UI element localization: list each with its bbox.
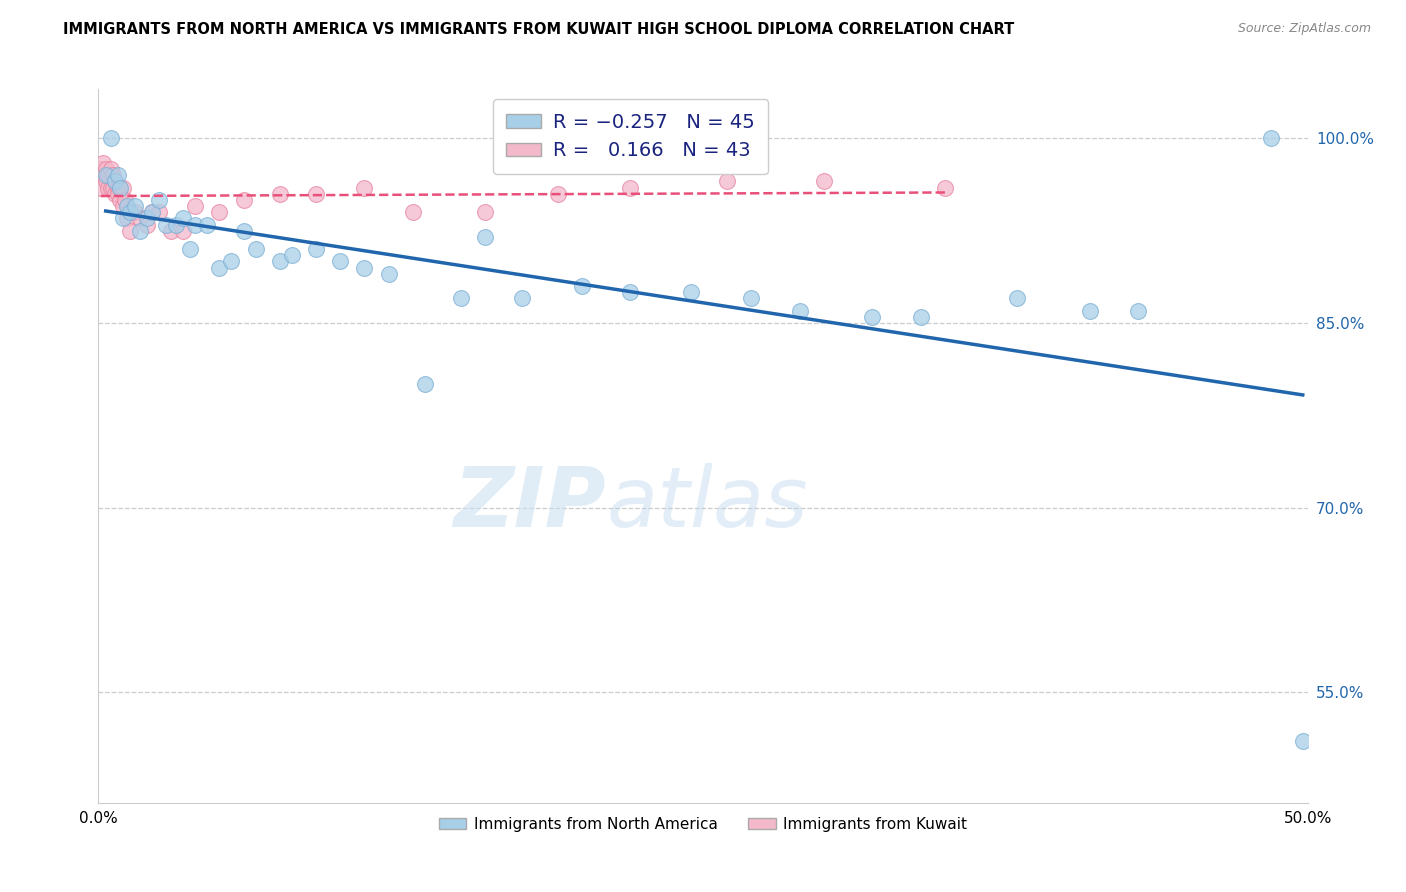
Point: [94, 174, 117, 188]
Point: [1078, 303, 1101, 318]
Point: [165, 218, 187, 232]
Text: atlas: atlas: [606, 463, 808, 543]
Point: [172, 211, 194, 226]
Point: [910, 310, 932, 324]
Point: [111, 180, 134, 194]
Point: [91, 156, 114, 170]
Legend: Immigrants from North America, Immigrants from Kuwait: Immigrants from North America, Immigrant…: [433, 811, 973, 838]
Point: [108, 180, 131, 194]
Point: [813, 174, 835, 188]
Point: [97, 169, 120, 183]
Point: [619, 285, 641, 300]
Point: [108, 180, 131, 194]
Point: [679, 285, 702, 300]
Point: [111, 199, 134, 213]
Point: [100, 162, 122, 177]
Point: [104, 186, 127, 201]
Point: [269, 254, 291, 268]
Point: [118, 224, 141, 238]
Point: [353, 180, 375, 194]
Point: [450, 291, 472, 305]
Point: [474, 230, 496, 244]
Point: [107, 186, 129, 201]
Point: [135, 211, 157, 226]
Point: [305, 242, 328, 256]
Point: [232, 224, 254, 238]
Point: [1292, 734, 1315, 748]
Point: [94, 162, 117, 177]
Point: [208, 205, 231, 219]
Point: [269, 186, 291, 201]
Point: [97, 180, 120, 194]
Point: [100, 131, 122, 145]
Point: [329, 254, 352, 268]
Point: [245, 242, 267, 256]
Point: [179, 242, 201, 256]
Point: [111, 211, 134, 226]
Point: [117, 199, 139, 213]
Point: [155, 218, 177, 232]
Point: [1128, 303, 1150, 318]
Point: [1260, 131, 1282, 145]
Point: [124, 199, 146, 213]
Point: [108, 193, 131, 207]
Point: [474, 205, 496, 219]
Point: [547, 186, 569, 201]
Point: [141, 205, 163, 219]
Text: Source: ZipAtlas.com: Source: ZipAtlas.com: [1237, 22, 1371, 36]
Point: [232, 193, 254, 207]
Text: ZIP: ZIP: [454, 463, 606, 543]
Point: [100, 180, 122, 194]
Point: [510, 291, 533, 305]
Text: IMMIGRANTS FROM NORTH AMERICA VS IMMIGRANTS FROM KUWAIT HIGH SCHOOL DIPLOMA CORR: IMMIGRANTS FROM NORTH AMERICA VS IMMIGRA…: [63, 22, 1015, 37]
Point: [118, 205, 141, 219]
Point: [281, 248, 304, 262]
Point: [377, 267, 399, 281]
Point: [934, 180, 956, 194]
Point: [1007, 291, 1029, 305]
Point: [117, 211, 139, 226]
Point: [101, 180, 124, 194]
Point: [141, 205, 163, 219]
Point: [789, 303, 811, 318]
Point: [124, 205, 146, 219]
Point: [107, 180, 129, 194]
Point: [402, 205, 425, 219]
Point: [160, 224, 183, 238]
Point: [128, 224, 150, 238]
Point: [107, 169, 129, 183]
Point: [571, 279, 593, 293]
Point: [148, 205, 170, 219]
Point: [413, 377, 436, 392]
Point: [128, 211, 150, 226]
Point: [90, 180, 112, 194]
Point: [91, 169, 114, 183]
Point: [860, 310, 883, 324]
Point: [148, 193, 170, 207]
Point: [101, 169, 124, 183]
Point: [353, 260, 375, 275]
Point: [135, 218, 157, 232]
Point: [172, 224, 194, 238]
Point: [195, 218, 218, 232]
Point: [104, 174, 127, 188]
Point: [716, 174, 738, 188]
Point: [184, 218, 207, 232]
Point: [619, 180, 641, 194]
Point: [114, 193, 136, 207]
Point: [184, 199, 207, 213]
Point: [208, 260, 231, 275]
Point: [90, 162, 112, 177]
Point: [94, 169, 117, 183]
Point: [740, 291, 762, 305]
Point: [104, 174, 127, 188]
Point: [305, 186, 328, 201]
Point: [221, 254, 243, 268]
